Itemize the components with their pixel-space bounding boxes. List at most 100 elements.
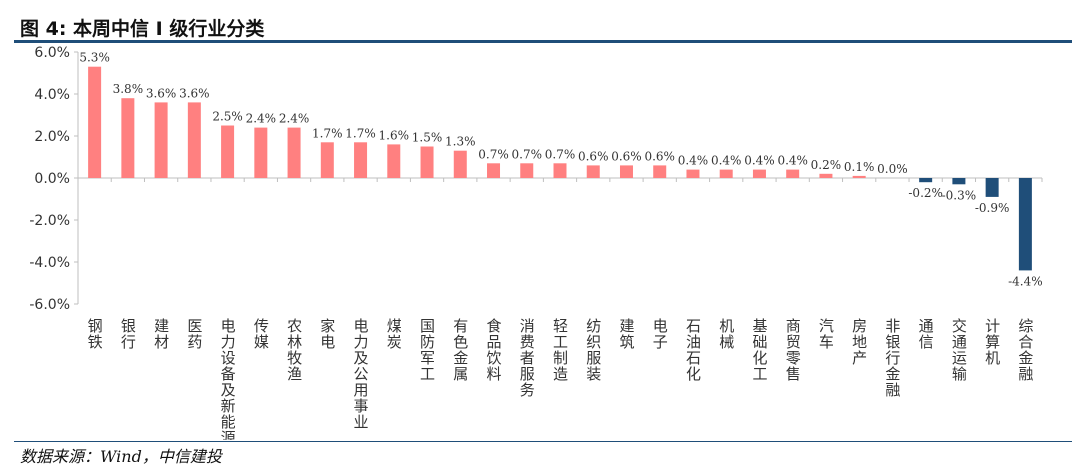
- bar: [487, 163, 501, 178]
- bar: [852, 175, 866, 178]
- bar: [653, 165, 667, 178]
- bar: [985, 178, 999, 197]
- bar: [154, 102, 168, 178]
- bar: [254, 127, 268, 178]
- y-tick-label: 2.0%: [34, 129, 70, 145]
- category-label: 石油石化: [684, 318, 702, 382]
- data-label: 0.7%: [512, 147, 543, 161]
- source-note: 数据来源：Wind，中信建投: [20, 447, 222, 466]
- bar: [686, 169, 700, 178]
- y-tick-label: -2.0%: [29, 213, 70, 229]
- data-label: 1.3%: [445, 135, 476, 149]
- bar: [752, 169, 766, 178]
- data-label: 0.4%: [777, 154, 808, 168]
- category-label: 房地产: [850, 318, 868, 366]
- data-label: -0.2%: [908, 186, 943, 200]
- bar: [819, 173, 833, 178]
- category-label: 电子: [651, 318, 669, 350]
- data-label: 2.5%: [212, 110, 243, 124]
- bar: [719, 169, 733, 178]
- data-label: 2.4%: [246, 112, 277, 126]
- category-label: 建筑: [617, 318, 635, 350]
- category-label: 消费者服务: [518, 318, 536, 398]
- data-label: 3.6%: [146, 86, 177, 100]
- y-tick-label: -6.0%: [29, 297, 70, 313]
- category-label: 电力设备及新能源: [219, 318, 237, 440]
- category-label: 家电: [318, 318, 336, 350]
- data-label: 5.3%: [79, 51, 110, 65]
- category-label: 钢铁: [86, 318, 104, 350]
- bar: [1018, 178, 1032, 271]
- category-label: 有色金属: [451, 318, 469, 382]
- data-label: 0.7%: [545, 147, 576, 161]
- footer-rule: [14, 441, 1072, 442]
- category-label: 食品饮料: [485, 318, 503, 382]
- category-label: 综合金融: [1016, 318, 1034, 382]
- category-label: 轻工制造: [551, 318, 569, 382]
- data-label: -0.3%: [942, 188, 977, 202]
- y-tick-label: 4.0%: [34, 87, 70, 103]
- category-label: 农林牧渔: [285, 318, 303, 382]
- data-label: 0.6%: [644, 149, 675, 163]
- category-label: 通信: [917, 318, 935, 350]
- bar: [387, 144, 401, 178]
- data-label: 0.6%: [611, 149, 642, 163]
- bar-layer: [88, 66, 1032, 271]
- data-label: 3.8%: [113, 82, 144, 96]
- category-label: 机械: [717, 318, 735, 350]
- label-layer: 5.3% 钢铁 3.8% 银行 3.6% 建材 3.6% 医药 2.5% 电力设备及新能源 2.4%…: [79, 51, 1042, 440]
- bar: [919, 178, 933, 183]
- bar: [553, 163, 567, 178]
- industry-bar-chart: -6.0% -4.0% -2.0% 0.0% 2.0% 4.0% 6.0% 5.3% 钢铁 3.…: [29, 45, 1043, 440]
- category-label: 国防军工: [418, 318, 436, 382]
- data-label: 0.0%: [877, 162, 908, 176]
- category-label: 传媒: [252, 318, 270, 350]
- bar: [187, 102, 201, 178]
- bar: [586, 165, 600, 178]
- data-label: 1.7%: [312, 126, 343, 140]
- y-tick-label: 0.0%: [34, 171, 70, 187]
- category-label: 非银行金融: [883, 318, 901, 398]
- data-label: 0.2%: [811, 158, 842, 172]
- data-label: 1.6%: [379, 128, 410, 142]
- data-label: 0.4%: [711, 154, 742, 168]
- axis-layer: -6.0% -4.0% -2.0% 0.0% 2.0% 4.0% 6.0%: [29, 45, 1043, 313]
- data-label: 1.7%: [345, 126, 376, 140]
- bar: [88, 66, 102, 178]
- bar: [520, 163, 534, 178]
- figure-title: 图 4: 本周中信 I 级行业分类: [20, 18, 265, 40]
- bar: [354, 142, 368, 178]
- category-label: 纺织服装: [584, 318, 602, 382]
- category-label: 汽车: [817, 318, 835, 350]
- data-label: 0.4%: [678, 154, 709, 168]
- bar: [786, 169, 800, 178]
- data-label: 0.7%: [478, 147, 509, 161]
- bar: [619, 165, 633, 178]
- data-label: 0.1%: [844, 160, 875, 174]
- bar: [121, 98, 135, 178]
- data-label: -0.9%: [975, 201, 1010, 215]
- category-label: 商贸零售: [784, 318, 802, 382]
- bar: [320, 142, 334, 178]
- category-label: 交通运输: [950, 317, 968, 382]
- category-label: 计算机: [983, 318, 1001, 366]
- category-label: 基础化工: [750, 318, 768, 382]
- category-label: 电力及公用事业: [352, 318, 370, 430]
- bar: [221, 125, 235, 178]
- category-label: 银行: [119, 318, 137, 350]
- data-label: 0.4%: [744, 154, 775, 168]
- data-label: 2.4%: [279, 112, 310, 126]
- category-label: 建材: [152, 318, 170, 350]
- data-label: 3.6%: [179, 86, 210, 100]
- data-label: -4.4%: [1008, 274, 1043, 288]
- data-label: 0.6%: [578, 149, 609, 163]
- title-rule: [14, 40, 1072, 43]
- data-label: 1.5%: [412, 131, 443, 145]
- category-label: 医药: [185, 318, 203, 350]
- y-tick-label: -4.0%: [29, 255, 70, 271]
- category-label: 煤炭: [385, 318, 403, 350]
- bar: [952, 178, 966, 185]
- y-tick-label: 6.0%: [34, 45, 70, 61]
- bar: [453, 150, 467, 178]
- bar: [420, 146, 434, 178]
